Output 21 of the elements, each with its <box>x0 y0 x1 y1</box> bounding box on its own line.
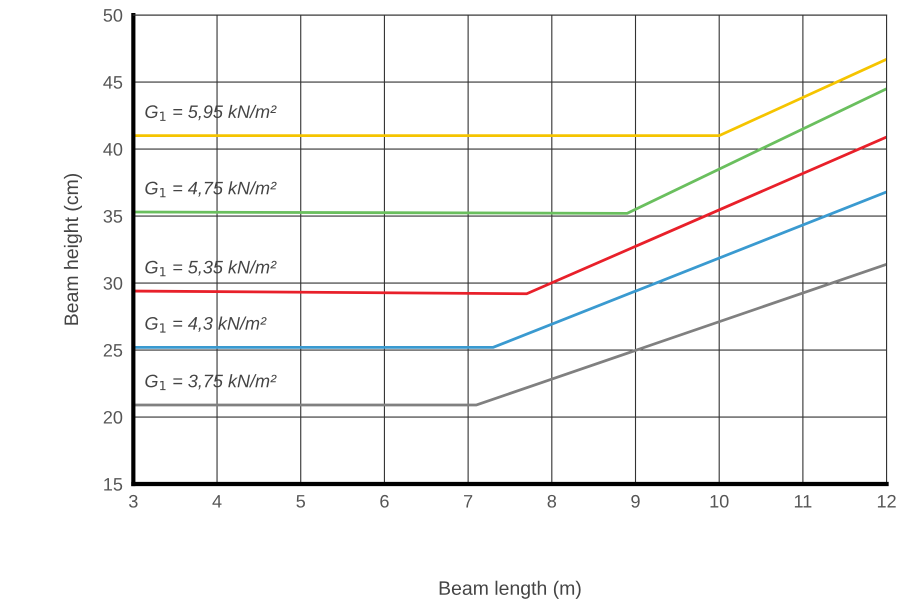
y-tick-label: 45 <box>103 76 122 89</box>
x-tick-label: 9 <box>631 494 640 508</box>
x-tick-label: 6 <box>380 494 389 508</box>
x-tick-label: 11 <box>794 495 812 508</box>
y-tick-label: 15 <box>104 478 122 491</box>
x-tick-label: 10 <box>710 494 729 508</box>
y-tick-label: 20 <box>104 410 122 424</box>
x-tick-label: 8 <box>548 494 556 508</box>
x-axis-title: Beam length (m) <box>440 580 581 599</box>
x-tick-label: 4 <box>212 495 222 508</box>
series-label: G$_{1}$ = 4,3 kN/m² <box>145 316 267 333</box>
x-tick-label: 7 <box>464 495 472 508</box>
y-tick-label: 25 <box>104 344 122 357</box>
x-tick-label: 12 <box>878 494 896 508</box>
y-axis-title: Beam height (cm) <box>64 174 82 325</box>
x-tick-label: 5 <box>296 495 305 508</box>
y-tick-label: 50 <box>104 8 122 22</box>
x-tick-label: 3 <box>129 494 138 508</box>
y-tick-label: 40 <box>103 142 122 156</box>
y-tick-label: 35 <box>104 210 122 223</box>
y-tick-label: 30 <box>104 276 122 290</box>
